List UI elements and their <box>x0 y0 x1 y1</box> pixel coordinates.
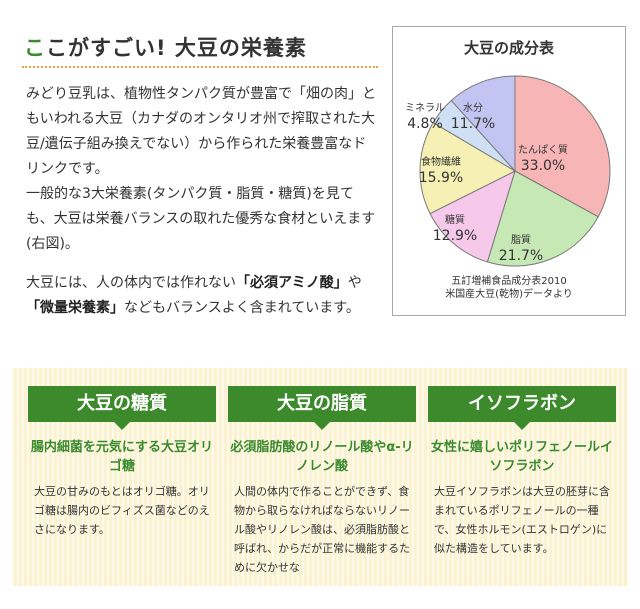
card-title: イソフラボン <box>428 386 616 430</box>
intro-p3-c: や <box>347 275 362 291</box>
pie-label-protein: たんぱく質 <box>518 143 568 156</box>
pie-value-fat: 21.7% <box>499 248 543 264</box>
pie-slice-water <box>450 75 516 173</box>
pie-value-fiber: 15.9% <box>419 170 463 186</box>
card-body: 大豆の甘みのもとはオリゴ糖。オリゴ糖は腸内のビフィズス菌などのえさになります。 <box>34 485 210 536</box>
pie-value-sugar: 12.9% <box>433 228 477 244</box>
title-text: こがすごい! 大豆の栄養素 <box>46 36 307 60</box>
intro-paragraph-2: 一般的な3大栄養素(タンパク質・脂質・糖質)を見ても、大豆は栄養バランスの取れた… <box>26 186 376 252</box>
card-lipid: 大豆の脂質 必須脂肪酸のリノール酸やα-リノレン酸 人間の体内で作ることができず… <box>228 386 416 577</box>
chart-note-line-2: 米国産大豆(乾物)データより <box>445 289 573 300</box>
pie-chart: たんぱく質 33.0% 脂質 21.7% 糖質 12.9% 食物繊維 15.9% ミネラル 4.8… <box>405 75 611 267</box>
page-title: ここがすごい! 大豆の栄養素 <box>24 32 307 62</box>
pie-slice-fat <box>486 170 599 267</box>
card-title: 大豆の脂質 <box>228 386 416 430</box>
chart-title: 大豆の成分表 <box>463 39 554 57</box>
pie-value-water: 11.7% <box>451 116 495 132</box>
card-title: 大豆の糖質 <box>28 386 216 430</box>
pie-value-mineral: 4.8% <box>407 116 443 132</box>
title-accent: こ <box>24 36 46 60</box>
pie-slice-protein <box>514 75 611 218</box>
pie-label-sugar: 糖質 <box>445 213 465 226</box>
nutrition-chart-box: 大豆の成分表 たんぱく質 33.0% 脂質 21.7% 糖質 12.9% 食物繊維 15.9%… <box>392 26 626 316</box>
intro-text: みどり豆乳は、植物性タンパク質が豊富で「畑の肉」ともいわれる大豆（カナダのオンタ… <box>26 82 376 321</box>
pie-slice-sugar <box>429 170 516 263</box>
pie-value-protein: 33.0% <box>521 158 565 174</box>
intro-p3-a: 大豆には、人の体内では作れない <box>26 275 236 291</box>
card-body: 人間の体内で作ることができず、食物から取らなければならないリノール酸やリノレン酸… <box>234 485 411 574</box>
card-carbohydrate: 大豆の糖質 腸内細菌を元気にする大豆オリゴ糖 大豆の甘みのもとはオリゴ糖。オリゴ… <box>28 386 216 539</box>
card-isoflavone: イソフラボン 女性に嬉しいポリフェノールイソフラボン 大豆イソフラボンは大豆の胚… <box>428 386 616 558</box>
pie-slice-fiber <box>419 121 517 215</box>
pie-label-mineral: ミネラル <box>405 102 445 114</box>
card-subtitle: 必須脂肪酸のリノール酸やα-リノレン酸 <box>230 440 414 474</box>
card-subtitle: 女性に嬉しいポリフェノールイソフラボン <box>430 440 613 474</box>
chart-note-line-1: 五訂増補食品成分表2010 <box>451 276 567 287</box>
essential-amino-acids: 「必須アミノ酸」 <box>236 275 348 291</box>
pie-label-fiber: 食物繊維 <box>421 155 461 168</box>
intro-p3-e: などもバランスよく含まれています。 <box>124 300 360 316</box>
micronutrients: 「微量栄養素」 <box>26 300 124 316</box>
chart-source-note: 五訂増補食品成分表2010 米国産大豆(乾物)データより <box>393 275 625 301</box>
pie-label-water: 水分 <box>463 102 483 114</box>
intro-paragraph-3: 大豆には、人の体内では作れない「必須アミノ酸」や「微量栄養素」などもバランスよく… <box>26 271 376 321</box>
title-divider <box>22 66 378 68</box>
card-body: 大豆イソフラボンは大豆の胚芽に含まれているポリフェノールの一種で、女性ホルモン(… <box>434 485 610 555</box>
pie-label-fat: 脂質 <box>511 233 531 246</box>
intro-paragraph-1: みどり豆乳は、植物性タンパク質が豊富で「畑の肉」ともいわれる大豆（カナダのオンタ… <box>26 86 376 177</box>
card-subtitle: 腸内細菌を元気にする大豆オリゴ糖 <box>30 440 214 474</box>
feature-panel: 大豆の糖質 腸内細菌を元気にする大豆オリゴ糖 大豆の甘みのもとはオリゴ糖。オリゴ… <box>12 368 628 586</box>
